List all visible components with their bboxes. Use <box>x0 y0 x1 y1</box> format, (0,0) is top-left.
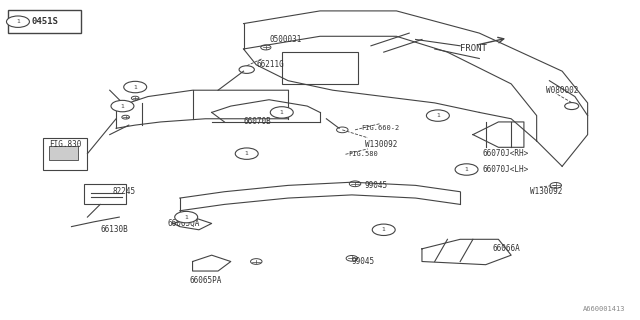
Text: 0500031: 0500031 <box>269 35 301 44</box>
Text: 99045: 99045 <box>365 181 388 190</box>
Circle shape <box>372 224 395 236</box>
Circle shape <box>111 100 134 112</box>
Text: W130092: W130092 <box>531 187 563 196</box>
Text: 66066A: 66066A <box>492 244 520 253</box>
Text: 1: 1 <box>120 104 124 108</box>
Circle shape <box>550 182 561 188</box>
Circle shape <box>122 115 129 119</box>
Circle shape <box>455 164 478 175</box>
Text: 1: 1 <box>133 84 137 90</box>
Circle shape <box>270 107 293 118</box>
Circle shape <box>337 127 348 133</box>
Text: 82245: 82245 <box>113 187 136 196</box>
Circle shape <box>349 181 361 187</box>
Text: 1: 1 <box>382 227 386 232</box>
Text: 1: 1 <box>280 110 284 115</box>
Circle shape <box>346 255 358 261</box>
Text: 99045: 99045 <box>352 257 375 266</box>
Circle shape <box>175 212 198 223</box>
Text: FIG.660-2: FIG.660-2 <box>362 125 399 131</box>
Text: 66065QA: 66065QA <box>167 219 200 228</box>
Polygon shape <box>49 146 78 160</box>
Text: 66070J<LH>: 66070J<LH> <box>483 165 529 174</box>
Circle shape <box>564 103 579 109</box>
Circle shape <box>260 45 271 50</box>
Text: W130092: W130092 <box>365 140 397 148</box>
Circle shape <box>131 96 139 100</box>
Circle shape <box>124 81 147 93</box>
Text: 1: 1 <box>244 151 249 156</box>
Text: 66070J<RH>: 66070J<RH> <box>483 149 529 158</box>
Circle shape <box>426 110 449 121</box>
Text: A660001413: A660001413 <box>584 306 626 312</box>
Circle shape <box>239 66 254 73</box>
Text: 66130B: 66130B <box>100 225 128 234</box>
Text: FIG.830: FIG.830 <box>49 140 81 148</box>
Text: 0451S: 0451S <box>31 17 58 26</box>
Circle shape <box>250 259 262 264</box>
Circle shape <box>236 148 258 159</box>
Text: 66065PA: 66065PA <box>189 276 221 285</box>
Text: 1: 1 <box>184 215 188 220</box>
Text: FIG.580: FIG.580 <box>349 151 378 157</box>
Text: W080002: W080002 <box>546 86 579 95</box>
Text: FRONT: FRONT <box>460 44 487 53</box>
Circle shape <box>6 16 29 28</box>
Text: 1: 1 <box>436 113 440 118</box>
Text: 66070B: 66070B <box>244 117 271 126</box>
Text: 1: 1 <box>465 167 468 172</box>
Text: 1: 1 <box>16 19 20 24</box>
Text: 66211G: 66211G <box>256 60 284 69</box>
